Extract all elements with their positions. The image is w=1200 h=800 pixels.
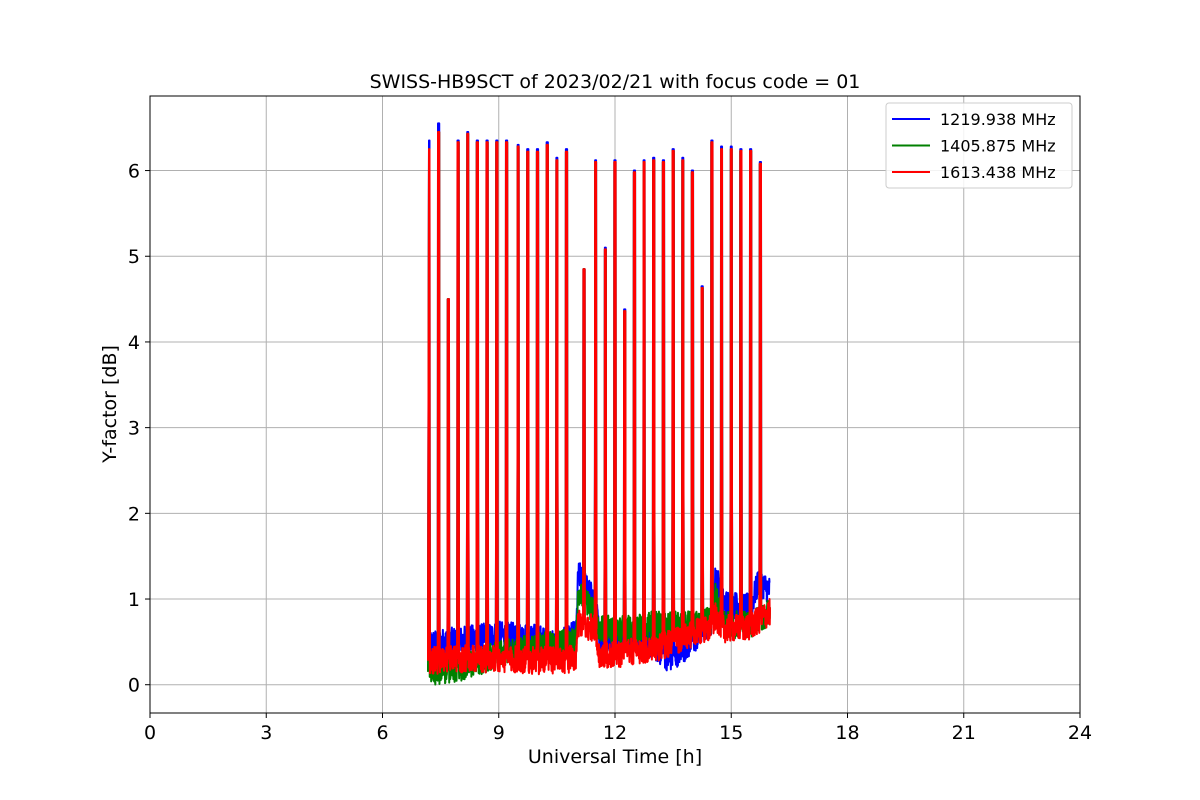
plot-area (427, 122, 771, 686)
x-tick-label: 21 (952, 722, 976, 744)
legend-label: 1405.875 MHz (940, 137, 1056, 156)
y-tick-label: 2 (128, 503, 140, 525)
legend-label: 1613.438 MHz (940, 163, 1056, 182)
x-axis-label: Universal Time [h] (528, 746, 702, 768)
legend-label: 1219.938 MHz (940, 110, 1056, 129)
x-tick-label: 12 (603, 722, 627, 744)
y-tick-label: 3 (128, 418, 140, 440)
chart-title: SWISS-HB9SCT of 2023/02/21 with focus co… (370, 71, 861, 93)
y-tick-label: 6 (128, 161, 140, 183)
y-tick-label: 4 (128, 332, 140, 354)
x-tick-label: 18 (835, 722, 859, 744)
x-tick-label: 0 (144, 722, 156, 744)
legend: 1219.938 MHz 1405.875 MHz 1613.438 MHz (885, 102, 1073, 189)
y-tick-label: 0 (128, 675, 140, 697)
y-axis: 0 1 2 3 4 5 6 (128, 161, 150, 697)
series-line-2 (427, 130, 771, 676)
x-tick-label: 15 (719, 722, 743, 744)
x-tick-label: 24 (1068, 722, 1092, 744)
y-axis-label: Y-factor [dB] (99, 345, 121, 464)
y-tick-label: 5 (128, 246, 140, 268)
x-tick-label: 6 (376, 722, 388, 744)
y-tick-label: 1 (128, 589, 140, 611)
x-tick-label: 9 (493, 722, 505, 744)
x-axis: 0 3 6 9 12 15 18 21 24 (144, 713, 1092, 744)
x-tick-label: 3 (260, 722, 272, 744)
legend-frame (885, 102, 1073, 189)
